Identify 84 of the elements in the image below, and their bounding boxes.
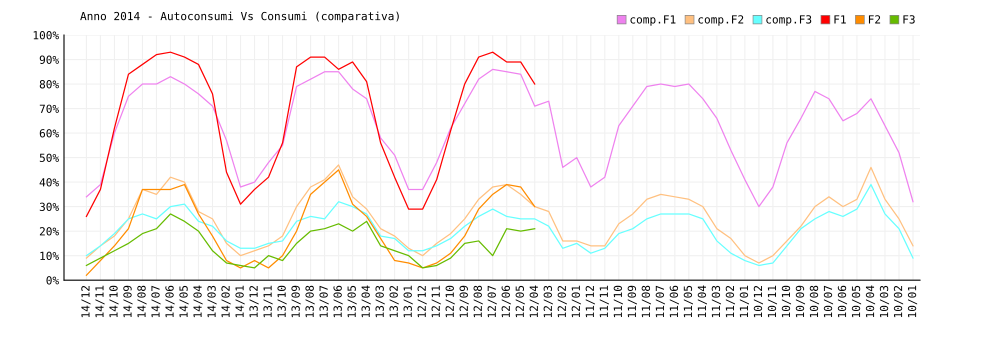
x-tick-label: 10/02 xyxy=(894,286,904,318)
x-tick-label: 10/07 xyxy=(824,286,834,318)
line-series xyxy=(86,169,536,276)
line-series xyxy=(86,184,914,266)
legend-label: comp.F2 xyxy=(698,15,744,26)
x-tick-label: 14/05 xyxy=(179,286,189,318)
x-tick-label: 10/04 xyxy=(866,286,876,318)
x-tick-label: 11/11 xyxy=(600,286,609,318)
x-tick-label: 14/03 xyxy=(207,286,217,318)
x-tick-label: 11/01 xyxy=(740,286,750,318)
x-tick-label: 12/06 xyxy=(502,286,511,318)
y-tick-label: 100% xyxy=(34,31,59,40)
x-tick-label: 14/12 xyxy=(81,286,91,318)
x-tick-label: 11/12 xyxy=(586,286,595,318)
y-tick-label: 50% xyxy=(40,154,59,162)
y-tick-label: 10% xyxy=(40,252,59,260)
x-tick-label: 10/06 xyxy=(838,286,848,318)
legend-label: comp.F3 xyxy=(766,15,812,26)
x-tick-label: 11/05 xyxy=(684,286,693,318)
x-tick-label: 13/12 xyxy=(249,286,259,318)
x-tick-label: 12/02 xyxy=(558,286,567,318)
x-tick-label: 10/05 xyxy=(852,286,862,318)
y-tick-label: 80% xyxy=(40,80,59,88)
x-tick-label: 12/07 xyxy=(488,286,497,318)
legend-label: comp.F1 xyxy=(630,15,676,26)
x-tick-label: 14/11 xyxy=(95,286,105,318)
y-tick-label: 60% xyxy=(40,129,59,138)
x-tick-label: 12/05 xyxy=(516,286,525,318)
y-tick-label: 70% xyxy=(40,104,59,113)
x-tick-label: 11/09 xyxy=(628,286,637,318)
x-tick-label: 12/10 xyxy=(446,286,455,318)
x-tick-label: 13/09 xyxy=(291,286,301,318)
x-tick-label: 10/03 xyxy=(880,286,890,318)
x-tick-label: 13/06 xyxy=(333,286,343,318)
x-tick-label: 11/08 xyxy=(642,286,651,318)
x-tick-label: 14/01 xyxy=(235,286,245,318)
line-series xyxy=(86,68,914,208)
x-tick-label: 12/12 xyxy=(418,286,427,318)
y-tick-label: 30% xyxy=(40,202,59,212)
line-series xyxy=(86,52,536,218)
x-tick-label: 11/07 xyxy=(656,286,665,318)
x-tick-label: 13/02 xyxy=(389,286,399,318)
x-tick-label: 10/11 xyxy=(768,286,778,318)
x-tick-label: 12/04 xyxy=(530,286,539,318)
x-tick-label: 11/04 xyxy=(698,286,707,318)
x-tick-label: 12/08 xyxy=(474,286,483,318)
x-tick-label: 12/11 xyxy=(432,286,441,318)
y-tick-label: 90% xyxy=(40,56,59,64)
x-tick-label: 11/02 xyxy=(726,286,735,318)
legend-label: F3 xyxy=(903,15,915,24)
y-tick-label: 40% xyxy=(40,178,59,187)
line-series xyxy=(86,213,536,269)
x-tick-label: 14/08 xyxy=(137,286,147,318)
y-tick-label: 20% xyxy=(40,227,59,236)
x-tick-label: 10/08 xyxy=(810,286,820,318)
chart-title: Anno 2014 - Autoconsumi Vs Consumi (comparativa) xyxy=(80,12,399,22)
x-tick-label: 11/10 xyxy=(614,286,623,318)
x-tick-label: 13/10 xyxy=(277,286,287,318)
x-tick-label: 13/05 xyxy=(347,286,357,318)
x-tick-label: 14/06 xyxy=(165,286,175,318)
x-tick-label: 14/07 xyxy=(151,286,161,318)
x-tick-label: 13/03 xyxy=(375,286,385,318)
x-tick-label: 14/02 xyxy=(221,286,231,318)
x-tick-label: 13/01 xyxy=(403,286,413,318)
x-tick-label: 10/09 xyxy=(796,286,806,318)
x-tick-label: 14/10 xyxy=(109,286,119,318)
legend-label: F2 xyxy=(868,15,880,24)
x-tick-label: 11/06 xyxy=(670,286,679,318)
x-tick-label: 13/08 xyxy=(305,286,315,318)
x-tick-label: 12/03 xyxy=(544,286,553,318)
x-tick-label: 10/10 xyxy=(782,286,792,318)
x-tick-label: 13/07 xyxy=(319,286,329,318)
legend-label: F1 xyxy=(834,15,846,24)
y-tick-label: 0% xyxy=(46,276,59,285)
x-tick-label: 12/09 xyxy=(460,286,469,318)
x-tick-label: 12/01 xyxy=(572,286,581,318)
x-tick-label: 10/12 xyxy=(754,286,764,318)
x-tick-label: 13/11 xyxy=(263,286,273,318)
line-series xyxy=(86,164,914,264)
x-tick-label: 13/04 xyxy=(361,286,371,318)
x-tick-label: 14/09 xyxy=(123,286,133,318)
x-tick-label: 14/04 xyxy=(193,286,203,318)
x-tick-label: 10/01 xyxy=(908,286,918,318)
x-tick-label: 11/03 xyxy=(712,286,721,318)
